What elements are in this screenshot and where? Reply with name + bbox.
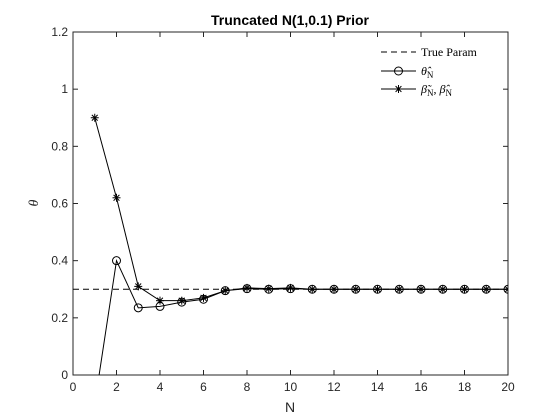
x-tick-label: 14 [371,380,385,394]
series-star-marker [351,285,360,294]
legend-label-beta: β̃N, β̂N [420,82,452,98]
x-tick-label: 20 [501,380,515,394]
series-circle-marker [91,400,99,408]
series-star-marker [112,193,121,202]
series-star-marker [286,283,295,292]
y-tick-label: 0.6 [51,197,68,211]
y-axis: 0 0.2 0.4 0.6 0.8 1 1.2 [51,25,508,382]
series-star-marker [438,285,447,294]
x-axis-label: N [285,399,295,415]
x-tick-label: 10 [284,380,298,394]
legend: True Param θ̂N β̃N, β̂N [370,38,502,98]
x-tick-label: 6 [200,380,207,394]
series-circle-marker [133,303,143,313]
x-tick-label: 16 [414,380,428,394]
y-tick-label: 1 [61,82,68,96]
x-tick-label: 18 [458,380,472,394]
series-star-marker [395,285,404,294]
y-tick-label: 0 [61,368,68,382]
series-star-marker [264,284,273,293]
y-tick-label: 0.4 [51,254,68,268]
series-star-marker [417,285,425,294]
series-star-marker [199,293,208,302]
legend-star-marker [394,85,403,93]
series-star-marker [504,285,508,294]
x-tick-label: 0 [70,380,77,394]
series-star-marker [330,285,338,294]
legend-label-theta: θ̂N [421,64,434,80]
y-tick-label: 0.2 [51,311,68,325]
x-tick-label: 8 [244,380,251,394]
series-star-marker [482,285,491,294]
legend-label-true-param: True Param [421,45,478,59]
x-axis: 0 2 4 6 8 10 12 14 16 18 20 [70,32,515,394]
series-star-marker [221,286,230,295]
chart-title: Truncated N(1,0.1) Prior [211,12,369,28]
y-tick-label: 1.2 [51,25,68,39]
y-tick-label: 0.8 [51,139,68,153]
series-star-marker [308,285,317,294]
series-star-marker [243,283,251,292]
series-circle-marker [112,256,121,266]
x-tick-label: 4 [157,380,164,394]
series-layer [73,113,508,408]
legend-box [370,38,502,98]
series-star-marker [90,113,99,122]
series-star-marker [177,296,186,305]
series-star-marker [460,285,469,294]
y-axis-label: θ [27,199,42,206]
legend-circle-marker [394,66,403,76]
series-star-marker [134,282,143,291]
series-star-marker [373,285,382,294]
series-star-marker [156,296,164,305]
x-tick-label: 2 [113,380,120,394]
x-tick-label: 12 [327,380,341,394]
